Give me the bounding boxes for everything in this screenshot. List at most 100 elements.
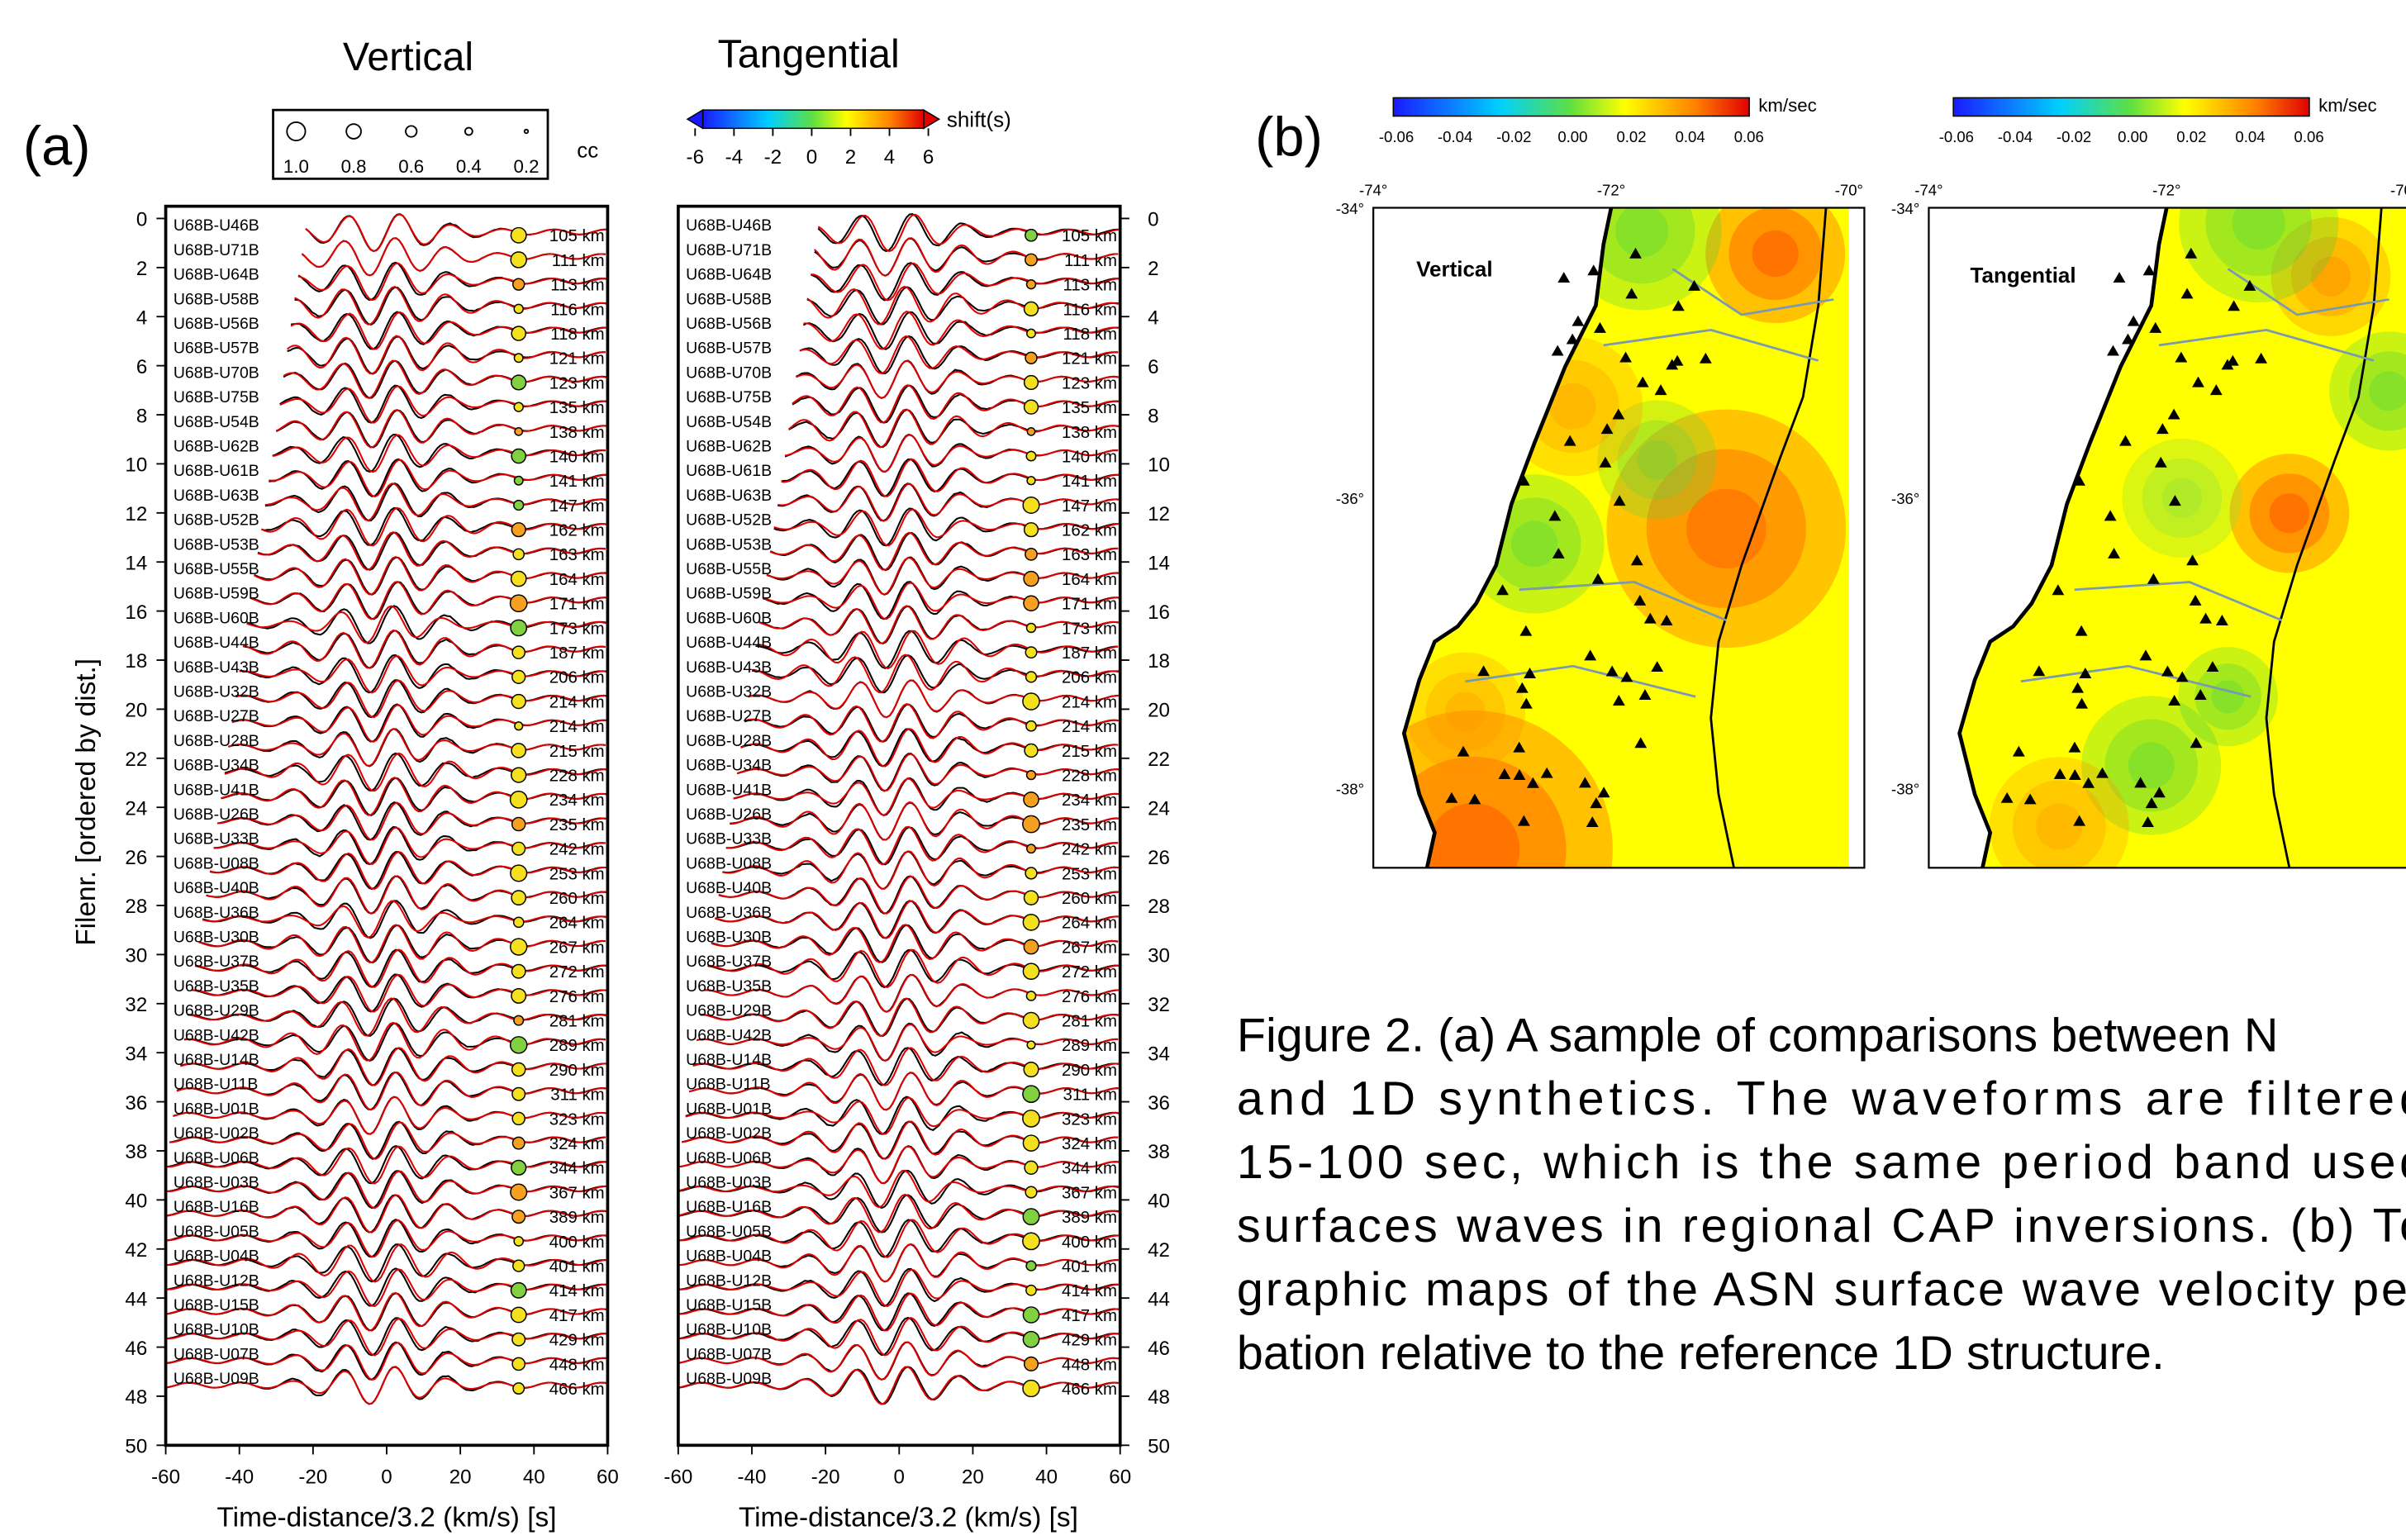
y-tick-label: 46 (125, 1338, 147, 1360)
colorbar-tick-label: -4 (725, 146, 743, 169)
station-label: U68B-U32B (174, 683, 259, 701)
distance-label: 118 km (1063, 326, 1117, 344)
cc-marker (1023, 595, 1039, 612)
station-triangle (2186, 554, 2199, 566)
station-triangle (2147, 573, 2160, 584)
distance-label: 162 km (549, 522, 605, 540)
colorbar (1952, 97, 2310, 117)
distance-label: 389 km (549, 1209, 605, 1227)
synthetic-trace (722, 850, 1120, 890)
distance-label: 276 km (549, 988, 605, 1006)
y-tick-label: 44 (125, 1288, 147, 1310)
station-triangle (2033, 665, 2046, 677)
synthetic-trace (264, 482, 607, 522)
synthetic-trace (173, 1096, 606, 1135)
station-label: U68B-U56B (686, 315, 772, 333)
station-label: U68B-U30B (686, 929, 772, 947)
synthetic-trace (744, 703, 1120, 743)
cc-marker (511, 963, 526, 979)
ocean (1373, 207, 1611, 868)
distance-label: 164 km (549, 571, 605, 589)
station-label: U68B-U16B (686, 1198, 772, 1216)
cc-marker (511, 1357, 526, 1371)
station-triangle (1552, 547, 1565, 558)
y-tick-label: 40 (125, 1191, 147, 1213)
y-tick-label: 2 (1148, 258, 1158, 280)
synthetic-trace (213, 826, 606, 865)
distance-label: 324 km (549, 1135, 605, 1153)
station-label: U68B-U08B (686, 854, 772, 872)
y-tick-label: 0 (136, 209, 147, 231)
distance-label: 162 km (1062, 522, 1117, 540)
distance-label: 323 km (549, 1110, 605, 1129)
synthetic-trace (224, 752, 608, 792)
distance-label: 105 km (1062, 227, 1117, 245)
cc-marker (511, 448, 527, 464)
x-tick-label: -20 (811, 1466, 840, 1489)
synthetic-trace (246, 605, 606, 644)
cc-marker (511, 693, 526, 710)
station-triangle (1557, 272, 1571, 283)
cc-marker (1022, 1085, 1040, 1104)
station-triangle (2142, 816, 2154, 828)
distance-label: 281 km (1062, 1013, 1117, 1031)
distance-label: 113 km (550, 277, 604, 295)
station-label: U68B-U06B (174, 1149, 259, 1167)
distance-label: 367 km (1062, 1184, 1117, 1202)
station-triangle (1572, 315, 1585, 326)
waveforms (678, 213, 1120, 1405)
distance-label: 267 km (549, 939, 605, 957)
velocity-anomaly (1728, 207, 1823, 301)
cc-marker (1022, 1330, 1040, 1348)
y-tick-label: 42 (125, 1239, 147, 1262)
colorbar-tick-label: -0.04 (1998, 128, 2033, 145)
panel-label: (b) (1255, 107, 1323, 169)
synthetic-trace (700, 997, 1120, 1038)
synthetic-trace (678, 1292, 1120, 1332)
station-triangle (1612, 408, 1625, 420)
colorbar-arrow (923, 108, 941, 130)
station-triangle (2167, 408, 2180, 420)
y-tick-label: 30 (125, 945, 147, 967)
cc-marker (1025, 671, 1038, 683)
synthetic-trace (787, 408, 1120, 449)
y-tick-label: 22 (125, 749, 147, 771)
cc-marker (1025, 228, 1038, 242)
x-tick-label: 60 (1109, 1466, 1131, 1489)
velocity-anomaly (2142, 458, 2223, 538)
station-triangle (2168, 695, 2181, 706)
y-tick-label: 4 (136, 307, 147, 330)
station-label: U68B-U37B (686, 953, 772, 971)
synthetic-trace (784, 434, 1119, 473)
distance-label: 111 km (1064, 252, 1117, 270)
station-triangle (2189, 594, 2202, 606)
distance-label: 253 km (1062, 865, 1117, 883)
station-triangle (1578, 777, 1591, 788)
station-triangle (2079, 668, 2092, 678)
station-label: U68B-U27B (174, 707, 259, 725)
station-label: U68B-U75B (686, 388, 772, 406)
caption-line: surfaces waves in regional CAP inversion… (1237, 1200, 2406, 1252)
distance-label: 173 km (549, 620, 605, 638)
station-label: U68B-U07B (174, 1345, 259, 1363)
station-triangle (2108, 547, 2120, 558)
synthetic-trace (799, 335, 1119, 375)
cc-legend-value: 0.6 (398, 156, 424, 177)
synthetic-trace (216, 801, 606, 841)
synthetic-trace (736, 753, 1120, 792)
station-triangle (1498, 768, 1511, 779)
cc-marker (1026, 426, 1036, 436)
station-label: U68B-U32B (686, 683, 772, 701)
colorbar-unit: km/sec (2318, 95, 2377, 116)
y-tick-label: 6 (1148, 356, 1158, 378)
synthetic-trace (275, 409, 606, 449)
colorbar-arrow (686, 108, 704, 130)
velocity-anomaly (2012, 780, 2106, 868)
synthetic-trace (269, 459, 608, 498)
velocity-anomaly (2232, 207, 2285, 250)
synthetic-trace (239, 655, 608, 694)
station-triangle (1643, 612, 1657, 624)
velocity-anomaly (2128, 742, 2175, 789)
station-label: U68B-U57B (686, 340, 772, 358)
station-label: U68B-U52B (686, 511, 772, 530)
